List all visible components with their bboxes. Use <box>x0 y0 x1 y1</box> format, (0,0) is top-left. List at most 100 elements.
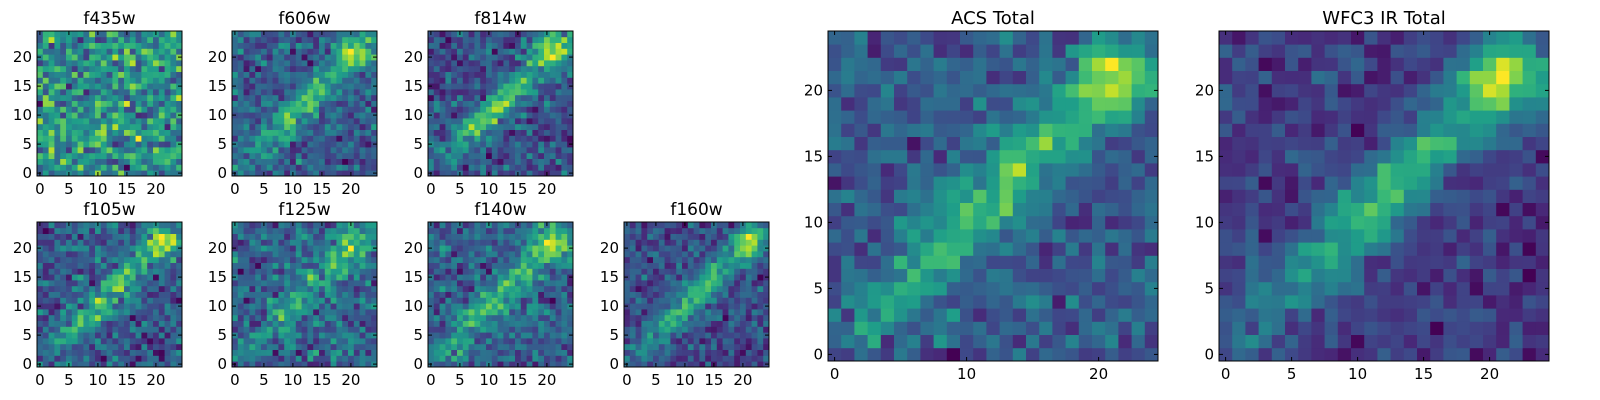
heatmap-cell <box>428 349 435 356</box>
heatmap-cell <box>313 297 320 304</box>
heatmap-cell <box>261 42 268 49</box>
heatmap-cell <box>532 303 539 310</box>
heatmap-cell <box>176 152 183 159</box>
heatmap-cell <box>486 60 493 67</box>
heatmap-cell <box>763 338 770 345</box>
heatmap-cell <box>243 256 250 263</box>
heatmap-cell <box>433 77 440 84</box>
heatmap-cell <box>457 89 464 96</box>
heatmap-cell <box>497 303 504 310</box>
heatmap-cell <box>960 176 974 190</box>
heatmap-cell <box>658 355 665 362</box>
heatmap-cell <box>77 256 84 263</box>
heatmap-cell <box>60 239 67 246</box>
heatmap-cell <box>95 71 102 78</box>
heatmap-cell <box>711 291 718 298</box>
heatmap-cell <box>445 285 452 292</box>
heatmap-cell <box>95 141 102 148</box>
heatmap-cell <box>272 152 279 159</box>
heatmap-cell <box>509 94 516 101</box>
heatmap-cell <box>301 280 308 287</box>
heatmap-cell <box>141 135 148 142</box>
heatmap-cell <box>319 338 326 345</box>
heatmap-cell <box>342 89 349 96</box>
heatmap-cell <box>290 274 297 281</box>
heatmap-cell <box>658 303 665 310</box>
heatmap-cell <box>515 326 522 333</box>
heatmap-cell <box>66 106 73 113</box>
heatmap-cell <box>83 274 90 281</box>
heatmap-cell <box>112 158 119 165</box>
heatmap-cell <box>561 152 568 159</box>
heatmap-cell <box>48 251 55 258</box>
heatmap-cell <box>324 141 331 148</box>
heatmap-cell <box>371 239 378 246</box>
heatmap-cell <box>266 222 273 229</box>
heatmap-cell <box>295 251 302 258</box>
heatmap-cell <box>278 251 285 258</box>
heatmap-cell <box>468 256 475 263</box>
heatmap-cell <box>1105 321 1119 335</box>
heatmap-cell <box>474 48 481 55</box>
x-tick-label: 10 <box>88 180 107 198</box>
heatmap-cell <box>705 227 712 234</box>
heatmap-cell <box>170 291 177 298</box>
heatmap-cell <box>716 251 723 258</box>
heatmap-cell <box>544 251 551 258</box>
heatmap-cell <box>95 42 102 49</box>
heatmap-cell <box>301 274 308 281</box>
heatmap-cell <box>474 100 481 107</box>
heatmap-cell <box>342 343 349 350</box>
heatmap-cell <box>336 77 343 84</box>
heatmap-cell <box>71 349 78 356</box>
heatmap-cell <box>716 361 723 368</box>
heatmap-cell <box>457 60 464 67</box>
heatmap-cell <box>445 309 452 316</box>
heatmap-cell <box>433 280 440 287</box>
heatmap-cell <box>158 291 165 298</box>
heatmap-cell <box>71 262 78 269</box>
heatmap-cell <box>42 60 49 67</box>
heatmap-cell <box>907 255 921 269</box>
heatmap-cell <box>451 77 458 84</box>
heatmap-cell <box>232 89 239 96</box>
heatmap-cell <box>763 285 770 292</box>
panel-title: f814w <box>474 9 526 29</box>
heatmap-cell <box>515 36 522 43</box>
heatmap-cell <box>474 355 481 362</box>
heatmap-cell <box>284 77 291 84</box>
heatmap-cell <box>515 152 522 159</box>
heatmap-cell <box>509 135 516 142</box>
heatmap-cell <box>330 36 337 43</box>
heatmap-cell <box>153 349 160 356</box>
heatmap-cell <box>278 256 285 263</box>
heatmap-cell <box>740 227 747 234</box>
heatmap-cell <box>237 100 244 107</box>
heatmap-cell <box>1052 268 1066 283</box>
heatmap-cell <box>439 361 446 368</box>
heatmap-cell <box>89 280 96 287</box>
heatmap-cell <box>83 291 90 298</box>
heatmap-cell <box>451 262 458 269</box>
heatmap-cell <box>474 338 481 345</box>
heatmap-cell <box>83 147 90 154</box>
heatmap-cell <box>278 268 285 275</box>
heatmap-cell <box>544 297 551 304</box>
heatmap-cell <box>37 326 44 333</box>
heatmap-cell <box>462 36 469 43</box>
heatmap-cell <box>468 129 475 136</box>
heatmap-cell <box>653 268 660 275</box>
heatmap-cell <box>330 60 337 67</box>
heatmap-cell <box>342 94 349 101</box>
heatmap-cell <box>37 89 44 96</box>
heatmap-cell <box>307 77 314 84</box>
heatmap-cell <box>307 94 314 101</box>
heatmap-cell <box>313 83 320 90</box>
heatmap-cell <box>973 255 987 269</box>
heatmap-cell <box>509 303 516 310</box>
heatmap-cell <box>670 326 677 333</box>
heatmap-cell <box>301 338 308 345</box>
heatmap-cell <box>503 361 510 368</box>
heatmap-cell <box>503 343 510 350</box>
heatmap-cell <box>100 112 107 119</box>
